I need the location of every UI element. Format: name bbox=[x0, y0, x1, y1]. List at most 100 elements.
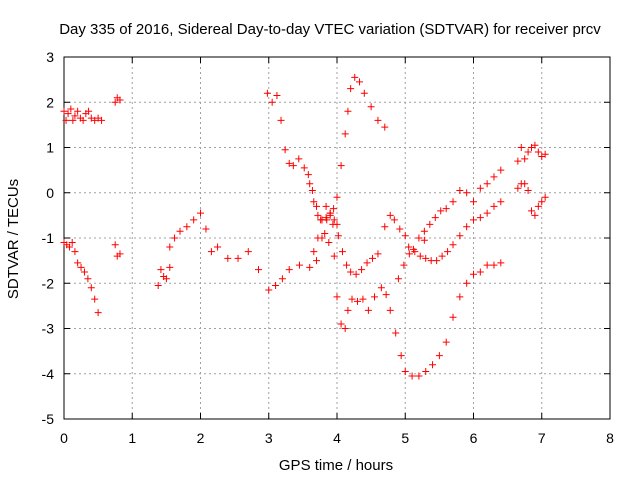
data-point bbox=[408, 372, 416, 380]
data-point bbox=[337, 162, 345, 170]
data-point bbox=[449, 198, 457, 206]
data-point bbox=[289, 162, 297, 170]
data-point bbox=[348, 295, 356, 303]
data-point bbox=[534, 148, 542, 156]
data-point bbox=[347, 85, 355, 93]
data-point bbox=[541, 150, 549, 158]
data-point bbox=[381, 223, 389, 231]
data-point bbox=[116, 250, 124, 258]
data-series bbox=[306, 180, 428, 278]
data-point bbox=[386, 306, 394, 314]
y-axis-label: SDTVAR / TECUs bbox=[5, 179, 22, 299]
data-point bbox=[278, 275, 286, 283]
data-point bbox=[69, 116, 77, 124]
data-point bbox=[325, 239, 333, 247]
data-point bbox=[541, 193, 549, 201]
data-point bbox=[396, 225, 404, 233]
data-point bbox=[166, 263, 174, 271]
data-point bbox=[322, 214, 330, 222]
y-tick-label: -5 bbox=[42, 411, 55, 427]
data-point bbox=[528, 207, 536, 215]
data-point bbox=[444, 248, 452, 256]
data-point bbox=[68, 239, 76, 247]
x-tick-label: 8 bbox=[606, 430, 614, 446]
data-point bbox=[405, 243, 413, 251]
data-series bbox=[263, 73, 389, 247]
data-point bbox=[521, 155, 529, 163]
data-point bbox=[154, 282, 162, 290]
data-point bbox=[394, 275, 402, 283]
data-point bbox=[347, 268, 355, 276]
data-point bbox=[364, 306, 372, 314]
data-series bbox=[394, 198, 505, 283]
data-point bbox=[401, 232, 409, 240]
data-point bbox=[356, 78, 364, 86]
data-point bbox=[476, 268, 484, 276]
data-point bbox=[79, 116, 87, 124]
data-series bbox=[111, 94, 124, 106]
data-point bbox=[333, 193, 341, 201]
data-point bbox=[405, 250, 413, 258]
data-series bbox=[60, 105, 106, 124]
data-series bbox=[154, 263, 174, 290]
data-point bbox=[94, 309, 102, 317]
data-point bbox=[390, 216, 398, 224]
data-point bbox=[463, 223, 471, 231]
data-point bbox=[538, 198, 546, 206]
x-tick-label: 0 bbox=[60, 430, 68, 446]
data-point bbox=[374, 116, 382, 124]
data-point bbox=[359, 295, 367, 303]
data-point bbox=[176, 227, 184, 235]
data-point bbox=[268, 98, 276, 106]
data-point bbox=[420, 236, 428, 244]
x-axis-label: GPS time / hours bbox=[279, 457, 393, 474]
data-point bbox=[377, 284, 385, 292]
data-point bbox=[85, 107, 93, 115]
data-point bbox=[497, 166, 505, 174]
data-point bbox=[190, 216, 198, 224]
data-point bbox=[411, 248, 419, 256]
data-point bbox=[400, 261, 408, 269]
data-point bbox=[333, 293, 341, 301]
data-point bbox=[62, 116, 70, 124]
data-point bbox=[433, 257, 441, 265]
data-point bbox=[304, 171, 312, 179]
data-point bbox=[490, 202, 498, 210]
data-point bbox=[344, 107, 352, 115]
data-point bbox=[273, 91, 281, 99]
data-point bbox=[449, 313, 457, 321]
data-point bbox=[329, 220, 337, 228]
data-series bbox=[420, 166, 505, 235]
data-series bbox=[111, 241, 124, 260]
data-point bbox=[306, 263, 314, 271]
data-point bbox=[456, 186, 464, 194]
data-point bbox=[74, 259, 82, 267]
data-point bbox=[67, 105, 75, 113]
data-point bbox=[310, 248, 318, 256]
data-point bbox=[352, 270, 360, 278]
data-point bbox=[351, 73, 359, 81]
data-point bbox=[65, 243, 73, 251]
data-point bbox=[77, 263, 85, 271]
y-tick-label: -4 bbox=[42, 366, 55, 382]
data-point bbox=[202, 225, 210, 233]
data-point bbox=[338, 248, 346, 256]
data-series bbox=[60, 239, 102, 317]
data-point bbox=[272, 282, 280, 290]
data-point bbox=[197, 209, 204, 217]
data-point bbox=[470, 198, 477, 206]
data-point bbox=[91, 295, 99, 303]
data-point bbox=[281, 146, 289, 154]
data-point bbox=[363, 259, 371, 267]
data-point bbox=[263, 89, 271, 97]
tick-labels: 0 1 2 3 4 5 6 7 8 -5 -4 -3 -2 -1 0 1 2 3 bbox=[42, 49, 615, 446]
data-point bbox=[295, 155, 303, 163]
data-point bbox=[314, 211, 322, 219]
data-point bbox=[116, 96, 124, 104]
data-point bbox=[330, 216, 338, 224]
data-point bbox=[322, 202, 330, 210]
data-point bbox=[397, 352, 405, 360]
data-point bbox=[382, 291, 390, 299]
data-point bbox=[422, 367, 430, 375]
